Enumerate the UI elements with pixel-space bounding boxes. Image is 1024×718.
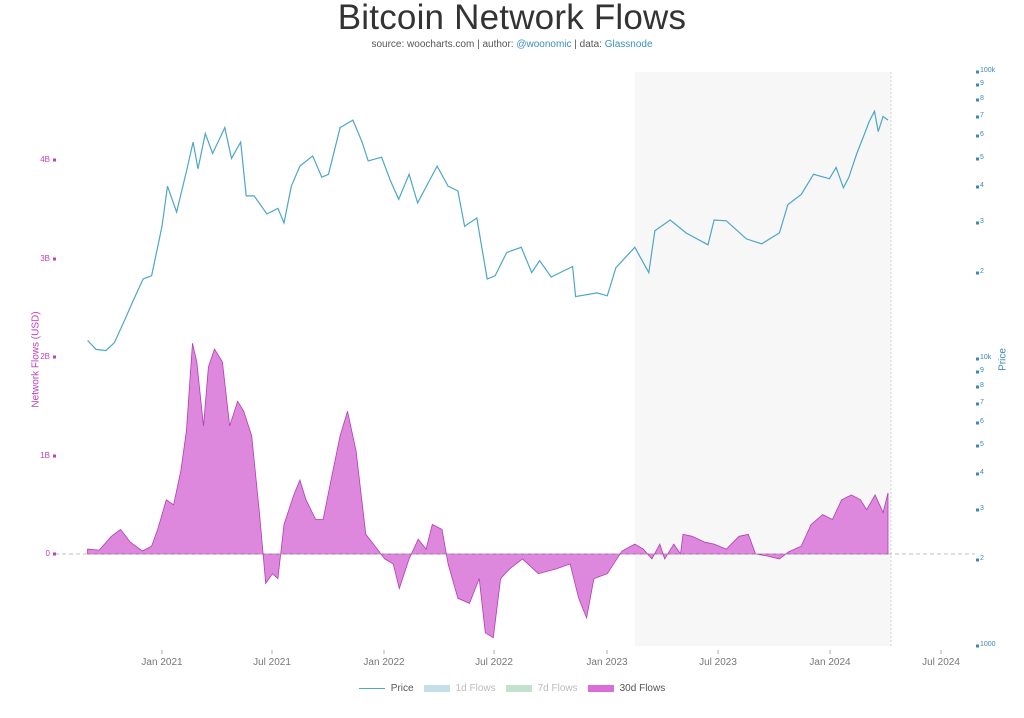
- right-tick-label: 9: [980, 80, 984, 87]
- legend-item-price[interactable]: Price: [358, 683, 414, 694]
- x-tick-label: Jul 2023: [699, 657, 737, 668]
- right-tick-label: 4: [980, 182, 984, 189]
- flows-30d-area[interactable]: [87, 343, 889, 639]
- right-tick-label: 4: [980, 469, 984, 476]
- right-tick-label: 9: [980, 367, 984, 374]
- left-axis-ticks: [53, 158, 56, 556]
- legend-swatch: [587, 685, 614, 692]
- legend-label: 1d Flows: [455, 683, 496, 694]
- right-tick-label: 8: [980, 382, 984, 389]
- x-tick-label: Jan 2022: [363, 657, 405, 668]
- right-tick-label: 100k: [980, 67, 996, 74]
- right-tick-label: 3: [980, 218, 984, 225]
- x-tick-label: Jul 2022: [475, 657, 513, 668]
- subtitle-prefix: source: woocharts.com | author:: [371, 39, 517, 50]
- right-tick-label: 6: [980, 131, 984, 138]
- right-tick-label: 7: [980, 112, 984, 119]
- right-tick-label: 7: [980, 399, 984, 406]
- data-source-link[interactable]: Glassnode: [604, 39, 653, 50]
- x-tick-label: Jan 2024: [809, 657, 851, 668]
- x-axis-ticks: [161, 650, 942, 654]
- author-link[interactable]: @woonomic: [516, 39, 572, 50]
- right-tick-label: 2: [980, 555, 984, 562]
- chart-subtitle: source: woocharts.com | author: @woonomi…: [0, 39, 1024, 50]
- price-line[interactable]: [87, 109, 889, 352]
- right-tick-label: 5: [980, 441, 984, 448]
- legend-item-1d-flows[interactable]: 1d Flows: [423, 683, 496, 694]
- shaded-region: [634, 72, 892, 646]
- right-tick-label: 5: [980, 154, 984, 161]
- legend-label: 30d Flows: [619, 683, 666, 694]
- right-tick-label: 8: [980, 95, 984, 102]
- x-tick-label: Jul 2021: [253, 657, 291, 668]
- left-tick-label: 0: [45, 549, 50, 558]
- right-tick-label: 10k: [980, 354, 992, 361]
- legend: Price 1d Flows 7d Flows 30d Flows: [0, 683, 1024, 694]
- right-tick-label: 1000: [980, 641, 996, 648]
- x-tick-label: Jan 2021: [141, 657, 183, 668]
- subtitle-mid: | data:: [571, 39, 605, 50]
- right-axis-ticks: [976, 70, 979, 648]
- legend-label: 7d Flows: [537, 683, 578, 694]
- right-axis-title: Price: [997, 348, 1009, 371]
- legend-label: Price: [390, 683, 414, 694]
- legend-swatch: [505, 685, 532, 692]
- left-tick-label: 3B: [40, 254, 50, 263]
- left-tick-label: 1B: [40, 451, 50, 460]
- right-tick-label: 2: [980, 268, 984, 275]
- left-axis-title: Network Flows (USD): [30, 311, 42, 408]
- chart-title: Bitcoin Network Flows: [337, 0, 687, 37]
- x-tick-label: Jan 2023: [586, 657, 628, 668]
- left-tick-label: 2B: [40, 352, 50, 361]
- legend-item-7d-flows[interactable]: 7d Flows: [505, 683, 578, 694]
- legend-item-30d-flows[interactable]: 30d Flows: [587, 683, 666, 694]
- left-tick-label: 4B: [40, 155, 50, 164]
- x-tick-label: Jul 2024: [922, 657, 960, 668]
- right-tick-label: 3: [980, 505, 984, 512]
- legend-swatch: [358, 688, 385, 689]
- right-tick-label: 6: [980, 418, 984, 425]
- legend-swatch: [423, 685, 450, 692]
